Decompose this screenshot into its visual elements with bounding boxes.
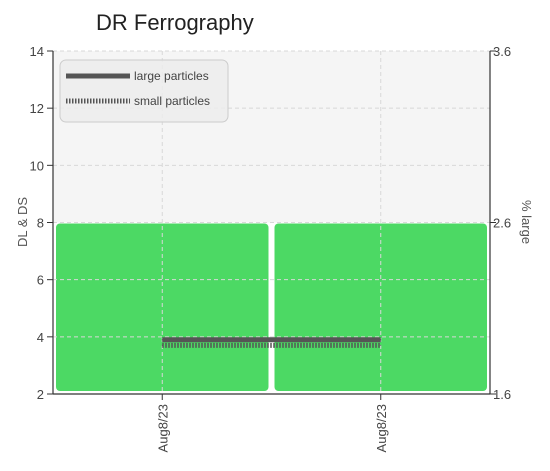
chart-title: DR Ferrography (96, 10, 254, 35)
x-tick-label-0: Aug8/23 (155, 404, 170, 452)
y-axis-label: DL & DS (15, 197, 30, 247)
good-zone-band-0 (56, 223, 269, 391)
series-layer (161, 337, 382, 348)
legend: large particles small particles (59, 59, 229, 123)
y2-tick-label-2.6: 2.6 (493, 216, 511, 231)
y-tick-label-2: 2 (37, 387, 44, 402)
y-tick-label-6: 6 (37, 273, 44, 288)
y2-tick-label-3.6: 3.6 (493, 44, 511, 59)
y-tick-label-8: 8 (37, 216, 44, 231)
y-tick-label-10: 10 (30, 158, 44, 173)
plot-background (53, 51, 490, 391)
y2-tick-label-1.6: 1.6 (493, 387, 511, 402)
y-tick-label-12: 12 (30, 101, 44, 116)
x-tick-label-1: Aug8/23 (374, 404, 389, 452)
y-tick-label-4: 4 (37, 330, 44, 345)
series-0-point-0 (161, 339, 163, 341)
y2-axis-label: % large (519, 200, 534, 244)
series-0-point-1 (380, 339, 382, 341)
y-tick-label-14: 14 (30, 44, 44, 59)
series-1-point-0 (161, 344, 163, 346)
axes: 2 4 6 8 10 12 14 1.6 2.6 3.6 Aug8/23 Aug8/23 (30, 44, 512, 452)
legend-label-small-particles: small particles (134, 94, 210, 108)
series-1-point-1 (380, 344, 382, 346)
good-zone-band-1 (274, 223, 487, 391)
legend-label-large-particles: large particles (134, 69, 209, 83)
